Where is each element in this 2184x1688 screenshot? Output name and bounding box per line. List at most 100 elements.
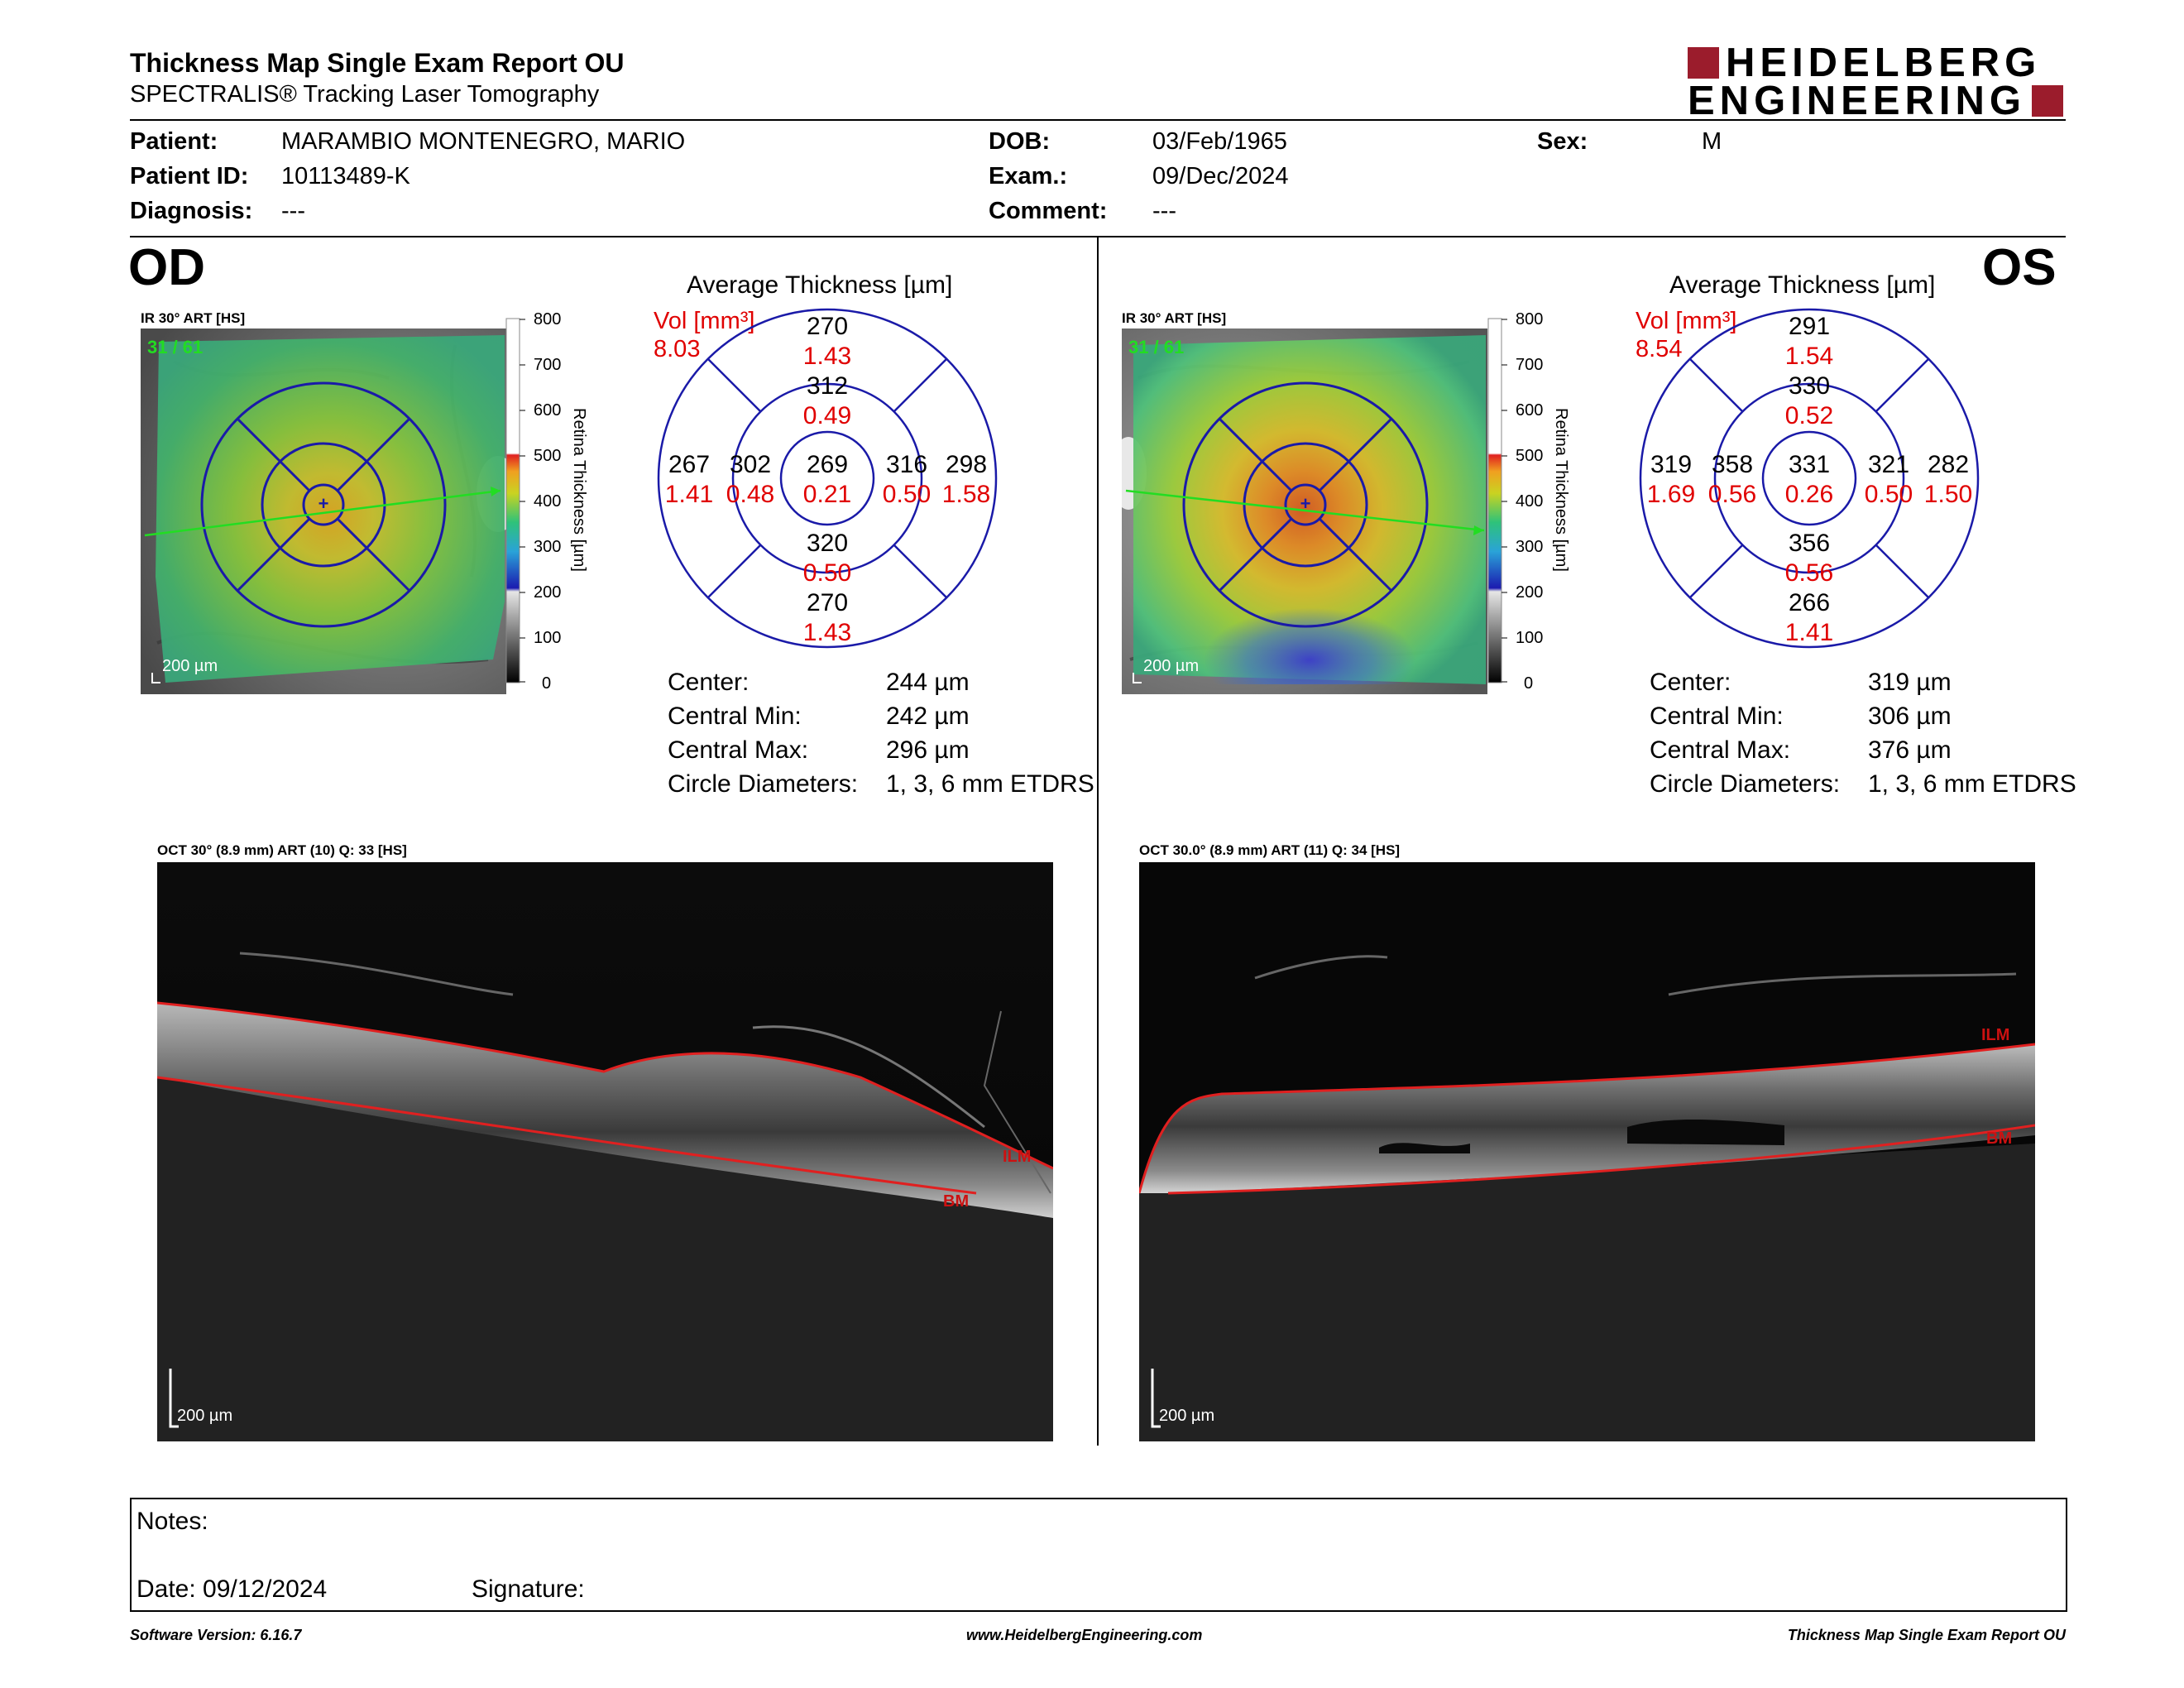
od-oct-label: OCT 30° (8.9 mm) ART (10) Q: 33 [HS] xyxy=(157,842,407,858)
od-outer-temporal-volume: 1.41 xyxy=(665,481,713,508)
od-etdrs-chart: 270 1.43 312 0.49 267 1.41 302 0.48 269 … xyxy=(657,308,998,649)
os-inner-inferior-volume: 0.56 xyxy=(1785,559,1833,587)
eye-label-od: OD xyxy=(128,239,205,296)
diagnosis-label: Diagnosis: xyxy=(130,198,253,224)
eye-label-os: OS xyxy=(1982,239,2057,296)
os-inner-temporal-volume: 0.56 xyxy=(1708,481,1756,508)
patient-id-label: Patient ID: xyxy=(130,163,249,189)
logo-word-top: HEIDELBERG xyxy=(1726,41,2042,85)
os-center-volume: 0.26 xyxy=(1785,481,1833,508)
diagnosis-value: --- xyxy=(281,198,305,224)
os-colorbar: 800 700 600 500 400 300 200 100 0 Retina… xyxy=(1487,310,1570,691)
report-title: Thickness Map Single Exam Report OU xyxy=(130,48,625,78)
logo-word-bottom: ENGINEERING xyxy=(1688,79,2027,123)
eye-divider xyxy=(1097,237,1099,1446)
notes-box: Notes: Date: 09/12/2024 Signature: xyxy=(130,1498,2067,1612)
od-retina-layers xyxy=(157,1003,1053,1218)
od-vol-label: Vol [mm³] xyxy=(654,308,755,334)
od-colorbar: 800 700 600 500 400 300 200 100 0 Retina… xyxy=(505,310,588,691)
os-fluid-pocket-right xyxy=(1627,1120,1784,1145)
os-vol-label: Vol [mm³] xyxy=(1636,308,1737,334)
os-inner-temporal-thickness: 358 xyxy=(1712,451,1753,478)
colorbar-tick: 500 xyxy=(534,447,561,465)
od-center-thickness: 269 xyxy=(807,451,848,478)
logo-square-bottom xyxy=(2032,85,2063,117)
heidelberg-logo: HEIDELBERG ENGINEERING xyxy=(1688,41,2068,123)
od-inner-inferior-thickness: 320 xyxy=(807,530,848,557)
od-outer-nasal-volume: 1.58 xyxy=(942,481,990,508)
od-vol-total: 8.03 xyxy=(654,336,701,362)
sex-value: M xyxy=(1702,128,1722,155)
os-thickness-map: + 31 / 61 200 µm xyxy=(1122,328,1487,694)
od-outer-superior-volume: 1.43 xyxy=(803,343,851,370)
od-outer-temporal-thickness: 267 xyxy=(668,451,710,478)
exam-date: 09/Dec/2024 xyxy=(1152,163,1289,189)
exam-label: Exam.: xyxy=(989,163,1068,189)
os-outer-nasal-volume: 1.50 xyxy=(1924,481,1972,508)
od-center-value: 244 µm xyxy=(886,669,970,696)
colorbar-tick: 0 xyxy=(542,674,551,691)
colorbar-axis-label: Retina Thickness [µm] xyxy=(1552,408,1570,572)
footer-report-name: Thickness Map Single Exam Report OU xyxy=(1787,1627,2066,1643)
os-inner-nasal-thickness: 321 xyxy=(1868,451,1909,478)
sex-label: Sex: xyxy=(1537,128,1588,155)
os-map-scale: 200 µm xyxy=(1143,657,1199,675)
dob-value: 03/Feb/1965 xyxy=(1152,128,1287,155)
os-inner-inferior-thickness: 356 xyxy=(1789,530,1830,557)
os-etdrs-grid xyxy=(1182,381,1429,628)
os-ir-label: IR 30° ART [HS] xyxy=(1122,310,1227,326)
os-etdrs-chart: 291 1.54 330 0.52 319 1.69 358 0.56 331 … xyxy=(1639,308,1980,649)
patient-name: MARAMBIO MONTENEGRO, MARIO xyxy=(281,128,686,155)
colorbar-tick: 600 xyxy=(534,401,561,420)
patient-divider xyxy=(130,236,2066,237)
website-link[interactable]: www.HeidelbergEngineering.com xyxy=(966,1627,1203,1643)
os-center-label: Center: xyxy=(1650,669,1731,696)
colorbar-tick: 300 xyxy=(534,538,561,556)
od-thickness-map: + 31 / 61 200 µm xyxy=(141,328,506,694)
header-divider xyxy=(130,119,2066,121)
od-central-max-label: Central Max: xyxy=(668,736,809,764)
os-ilm-line xyxy=(1139,1043,2035,1194)
os-outer-temporal-volume: 1.69 xyxy=(1647,481,1695,508)
os-outer-temporal-thickness: 319 xyxy=(1650,451,1692,478)
os-central-max-label: Central Max: xyxy=(1650,736,1791,764)
colorbar-tick: 800 xyxy=(1516,310,1543,328)
od-circle-diameters-value: 1, 3, 6 mm ETDRS xyxy=(886,770,1094,798)
os-oct-bscan: ILM BM 200 µm xyxy=(1139,862,2035,1441)
svg-text:+: + xyxy=(318,493,329,514)
logo-square-top xyxy=(1688,47,1719,79)
od-map-scale: 200 µm xyxy=(162,657,218,675)
od-center-label: Center: xyxy=(668,669,750,696)
os-inner-superior-volume: 0.52 xyxy=(1785,402,1833,429)
os-retina-layers xyxy=(1139,1044,2035,1193)
os-bm-line xyxy=(1167,1124,2035,1195)
od-outer-superior-thickness: 270 xyxy=(807,313,848,340)
colorbar-tick: 300 xyxy=(1516,538,1543,556)
od-heatmap-overlay xyxy=(156,335,505,683)
od-oct-scale: 200 µm xyxy=(177,1407,232,1425)
colorbar-tick: 200 xyxy=(534,583,561,602)
os-circle-diameters-value: 1, 3, 6 mm ETDRS xyxy=(1868,770,2076,798)
colorbar-tick: 700 xyxy=(1516,356,1543,374)
od-central-max-value: 296 µm xyxy=(886,736,970,764)
colorbar-tick: 100 xyxy=(534,629,561,647)
od-inner-nasal-thickness: 316 xyxy=(886,451,927,478)
os-central-min-value: 306 µm xyxy=(1868,703,1952,730)
od-ilm-line xyxy=(157,1001,1053,1170)
os-frame-counter: 31 / 61 xyxy=(1128,337,1184,357)
od-inner-inferior-volume: 0.50 xyxy=(803,559,851,587)
colorbar-axis-label: Retina Thickness [µm] xyxy=(570,408,588,572)
od-central-min-value: 242 µm xyxy=(886,703,970,730)
colorbar-tick: 0 xyxy=(1524,674,1533,691)
colorbar-tick: 100 xyxy=(1516,629,1543,647)
od-outer-inferior-thickness: 270 xyxy=(807,589,848,616)
colorbar-tick: 700 xyxy=(534,356,561,374)
od-outer-inferior-volume: 1.43 xyxy=(803,619,851,646)
os-inner-superior-thickness: 330 xyxy=(1789,372,1830,400)
colorbar-tick: 600 xyxy=(1516,401,1543,420)
od-circle-diameters-label: Circle Diameters: xyxy=(668,770,859,798)
colorbar-tick: 500 xyxy=(1516,447,1543,465)
os-oct-label: OCT 30.0° (8.9 mm) ART (11) Q: 34 [HS] xyxy=(1139,842,1401,858)
od-inner-nasal-volume: 0.50 xyxy=(883,481,931,508)
os-outer-inferior-volume: 1.41 xyxy=(1785,619,1833,646)
